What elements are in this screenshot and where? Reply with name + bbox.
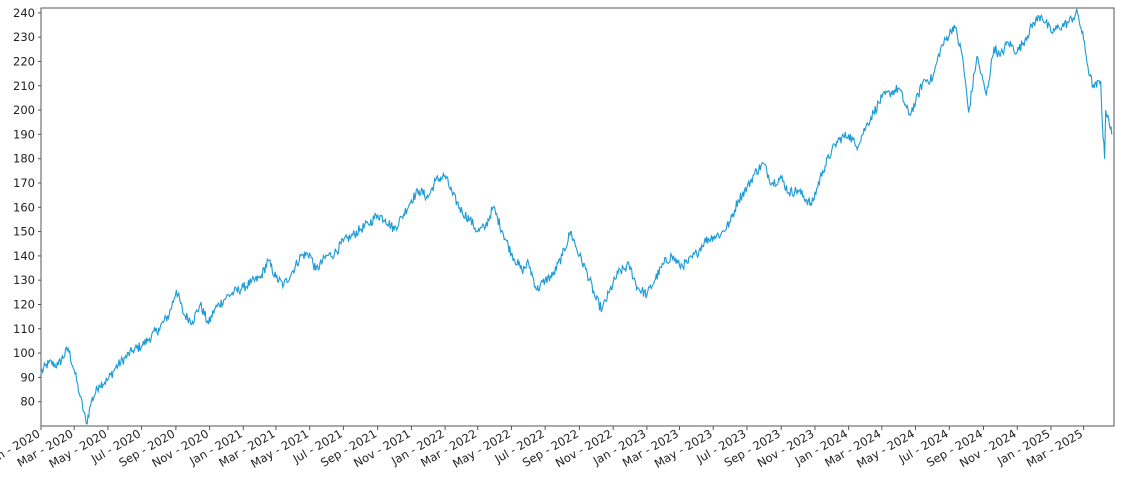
y-tick-label: 210 — [13, 79, 35, 93]
y-tick-label: 240 — [13, 6, 35, 20]
y-tick-label: 180 — [13, 152, 35, 166]
y-tick-label: 110 — [13, 322, 35, 336]
y-tick-label: 160 — [13, 200, 35, 214]
y-tick-label: 120 — [13, 297, 35, 311]
plot-area — [40, 7, 1115, 427]
y-tick-label: 200 — [13, 103, 35, 117]
y-tick-label: 220 — [13, 54, 35, 68]
y-tick-label: 170 — [13, 176, 35, 190]
y-tick-label: 140 — [13, 249, 35, 263]
y-tick-label: 130 — [13, 273, 35, 287]
y-tick-label: 230 — [13, 30, 35, 44]
y-tick-label: 190 — [13, 127, 35, 141]
y-tick-label: 150 — [13, 225, 35, 239]
price-line — [40, 8, 1113, 425]
y-axis: 80 90 100 110 120 130 140 150 160 170 180 190 200 210… — [13, 6, 41, 409]
y-tick-label: 80 — [20, 395, 35, 409]
y-tick-label: 90 — [20, 370, 35, 384]
y-tick-label: 100 — [13, 346, 35, 360]
